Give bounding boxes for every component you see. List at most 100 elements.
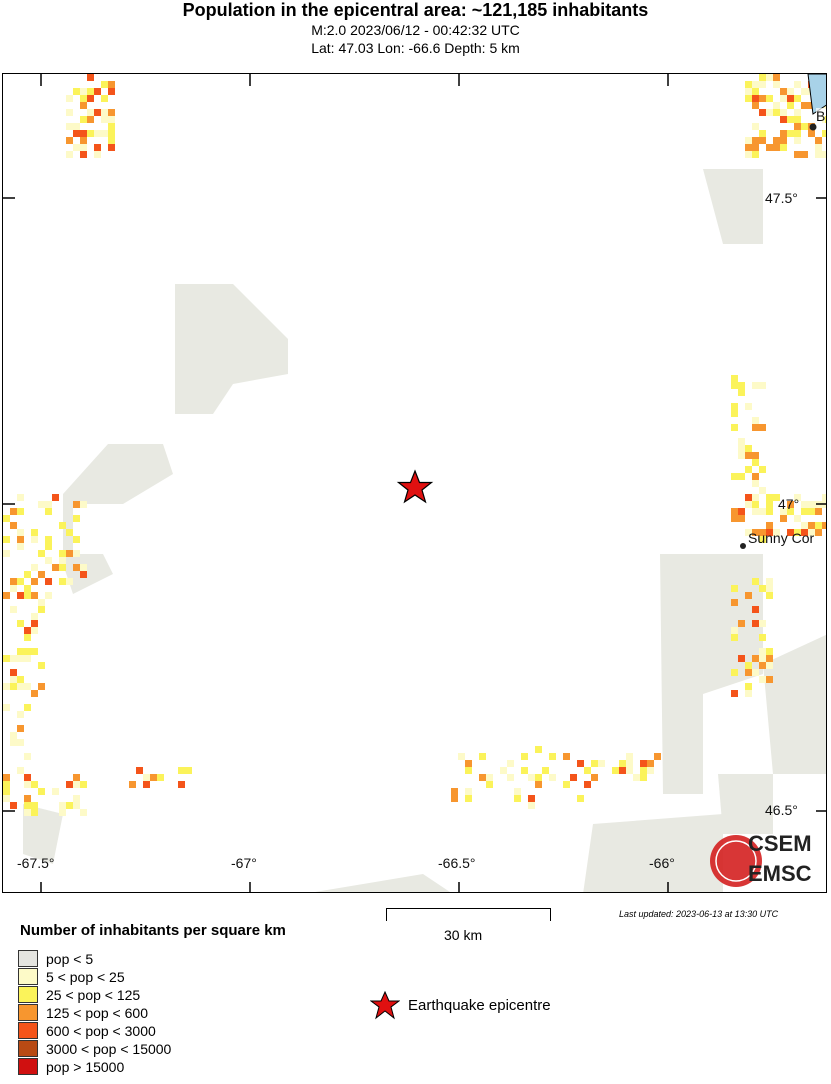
- population-cell: [738, 655, 745, 662]
- population-cell: [759, 620, 766, 627]
- population-cell: [10, 669, 17, 676]
- population-cell: [808, 529, 815, 536]
- population-cell: [38, 788, 45, 795]
- population-cell: [87, 109, 94, 116]
- population-cell: [752, 88, 759, 95]
- population-cell: [731, 382, 738, 389]
- legend-title: Number of inhabitants per square km: [20, 922, 286, 939]
- population-cell: [465, 788, 472, 795]
- population-cell: [108, 116, 115, 123]
- population-cell: [801, 88, 808, 95]
- population-cell: [731, 669, 738, 676]
- population-cell: [24, 634, 31, 641]
- population-cell: [479, 774, 486, 781]
- population-cell: [738, 445, 745, 452]
- population-cell: [731, 473, 738, 480]
- population-cell: [185, 767, 192, 774]
- lon-tick-label: -66.5°: [438, 855, 476, 871]
- population-cell: [759, 487, 766, 494]
- population-cell: [752, 123, 759, 130]
- population-cell: [647, 767, 654, 774]
- population-cell: [24, 809, 31, 816]
- population-cell: [738, 382, 745, 389]
- population-cell: [640, 760, 647, 767]
- population-cell: [822, 130, 826, 137]
- population-cell: [94, 151, 101, 158]
- population-cell: [17, 725, 24, 732]
- population-cell: [17, 739, 24, 746]
- legend-label: 5 < pop < 25: [46, 968, 125, 985]
- population-cell: [752, 137, 759, 144]
- population-cell: [766, 501, 773, 508]
- population-cell: [24, 627, 31, 634]
- population-cell: [752, 81, 759, 88]
- population-cell: [108, 88, 115, 95]
- population-cell: [108, 81, 115, 88]
- population-map[interactable]: 47.5° 47° 46.5° -67.5° -67° -66.5° -66° …: [2, 73, 827, 893]
- population-cell: [787, 88, 794, 95]
- population-cell: [24, 592, 31, 599]
- population-cell: [745, 466, 752, 473]
- population-cell: [745, 81, 752, 88]
- population-cell: [752, 669, 759, 676]
- legend-item: 3000 < pop < 15000: [18, 1040, 171, 1057]
- legend-item: pop > 15000: [18, 1058, 124, 1075]
- population-cell: [80, 501, 87, 508]
- population-cell: [31, 578, 38, 585]
- population-cell: [745, 137, 752, 144]
- population-cell: [10, 655, 17, 662]
- population-cell: [738, 473, 745, 480]
- population-cell: [591, 760, 598, 767]
- map-title: Population in the epicentral area: ~121,…: [182, 0, 649, 20]
- population-cell: [766, 522, 773, 529]
- population-cell: [619, 767, 626, 774]
- legend-item: 25 < pop < 125: [18, 986, 140, 1003]
- population-cell: [17, 676, 24, 683]
- population-cell: [766, 74, 773, 81]
- legend-item: 125 < pop < 600: [18, 1004, 148, 1021]
- population-cell: [752, 417, 759, 424]
- legend-item: 600 < pop < 3000: [18, 1022, 156, 1039]
- population-cell: [136, 767, 143, 774]
- population-cell: [794, 151, 801, 158]
- population-cell: [59, 802, 66, 809]
- population-cell: [584, 767, 591, 774]
- population-cell: [801, 501, 808, 508]
- population-cell: [815, 529, 822, 536]
- population-cell: [759, 382, 766, 389]
- population-cell: [80, 102, 87, 109]
- population-cell: [759, 95, 766, 102]
- population-cell: [52, 494, 59, 501]
- population-cell: [59, 809, 66, 816]
- lon-tick-label: -67.5°: [17, 855, 55, 871]
- population-cell: [759, 424, 766, 431]
- legend-swatch: [18, 986, 38, 1003]
- population-cell: [752, 151, 759, 158]
- population-cell: [10, 606, 17, 613]
- population-cell: [178, 781, 185, 788]
- population-cell: [45, 501, 52, 508]
- population-cell: [745, 403, 752, 410]
- population-cell: [773, 137, 780, 144]
- population-cell: [10, 676, 17, 683]
- population-cell: [731, 424, 738, 431]
- lat-tick-label: 46.5°: [765, 802, 798, 818]
- population-cell: [577, 795, 584, 802]
- population-cell: [759, 130, 766, 137]
- population-cell: [752, 508, 759, 515]
- population-cell: [17, 494, 24, 501]
- population-cell: [535, 774, 542, 781]
- population-cell: [66, 578, 73, 585]
- population-cell: [3, 515, 10, 522]
- population-cell: [31, 529, 38, 536]
- population-cell: [73, 515, 80, 522]
- population-cell: [143, 781, 150, 788]
- population-cell: [759, 536, 766, 543]
- population-cell: [787, 116, 794, 123]
- place-label: Sunny Cor: [748, 530, 815, 546]
- population-cell: [731, 690, 738, 697]
- population-cell: [640, 767, 647, 774]
- population-cell: [59, 522, 66, 529]
- population-cell: [45, 508, 52, 515]
- population-cell: [10, 732, 17, 739]
